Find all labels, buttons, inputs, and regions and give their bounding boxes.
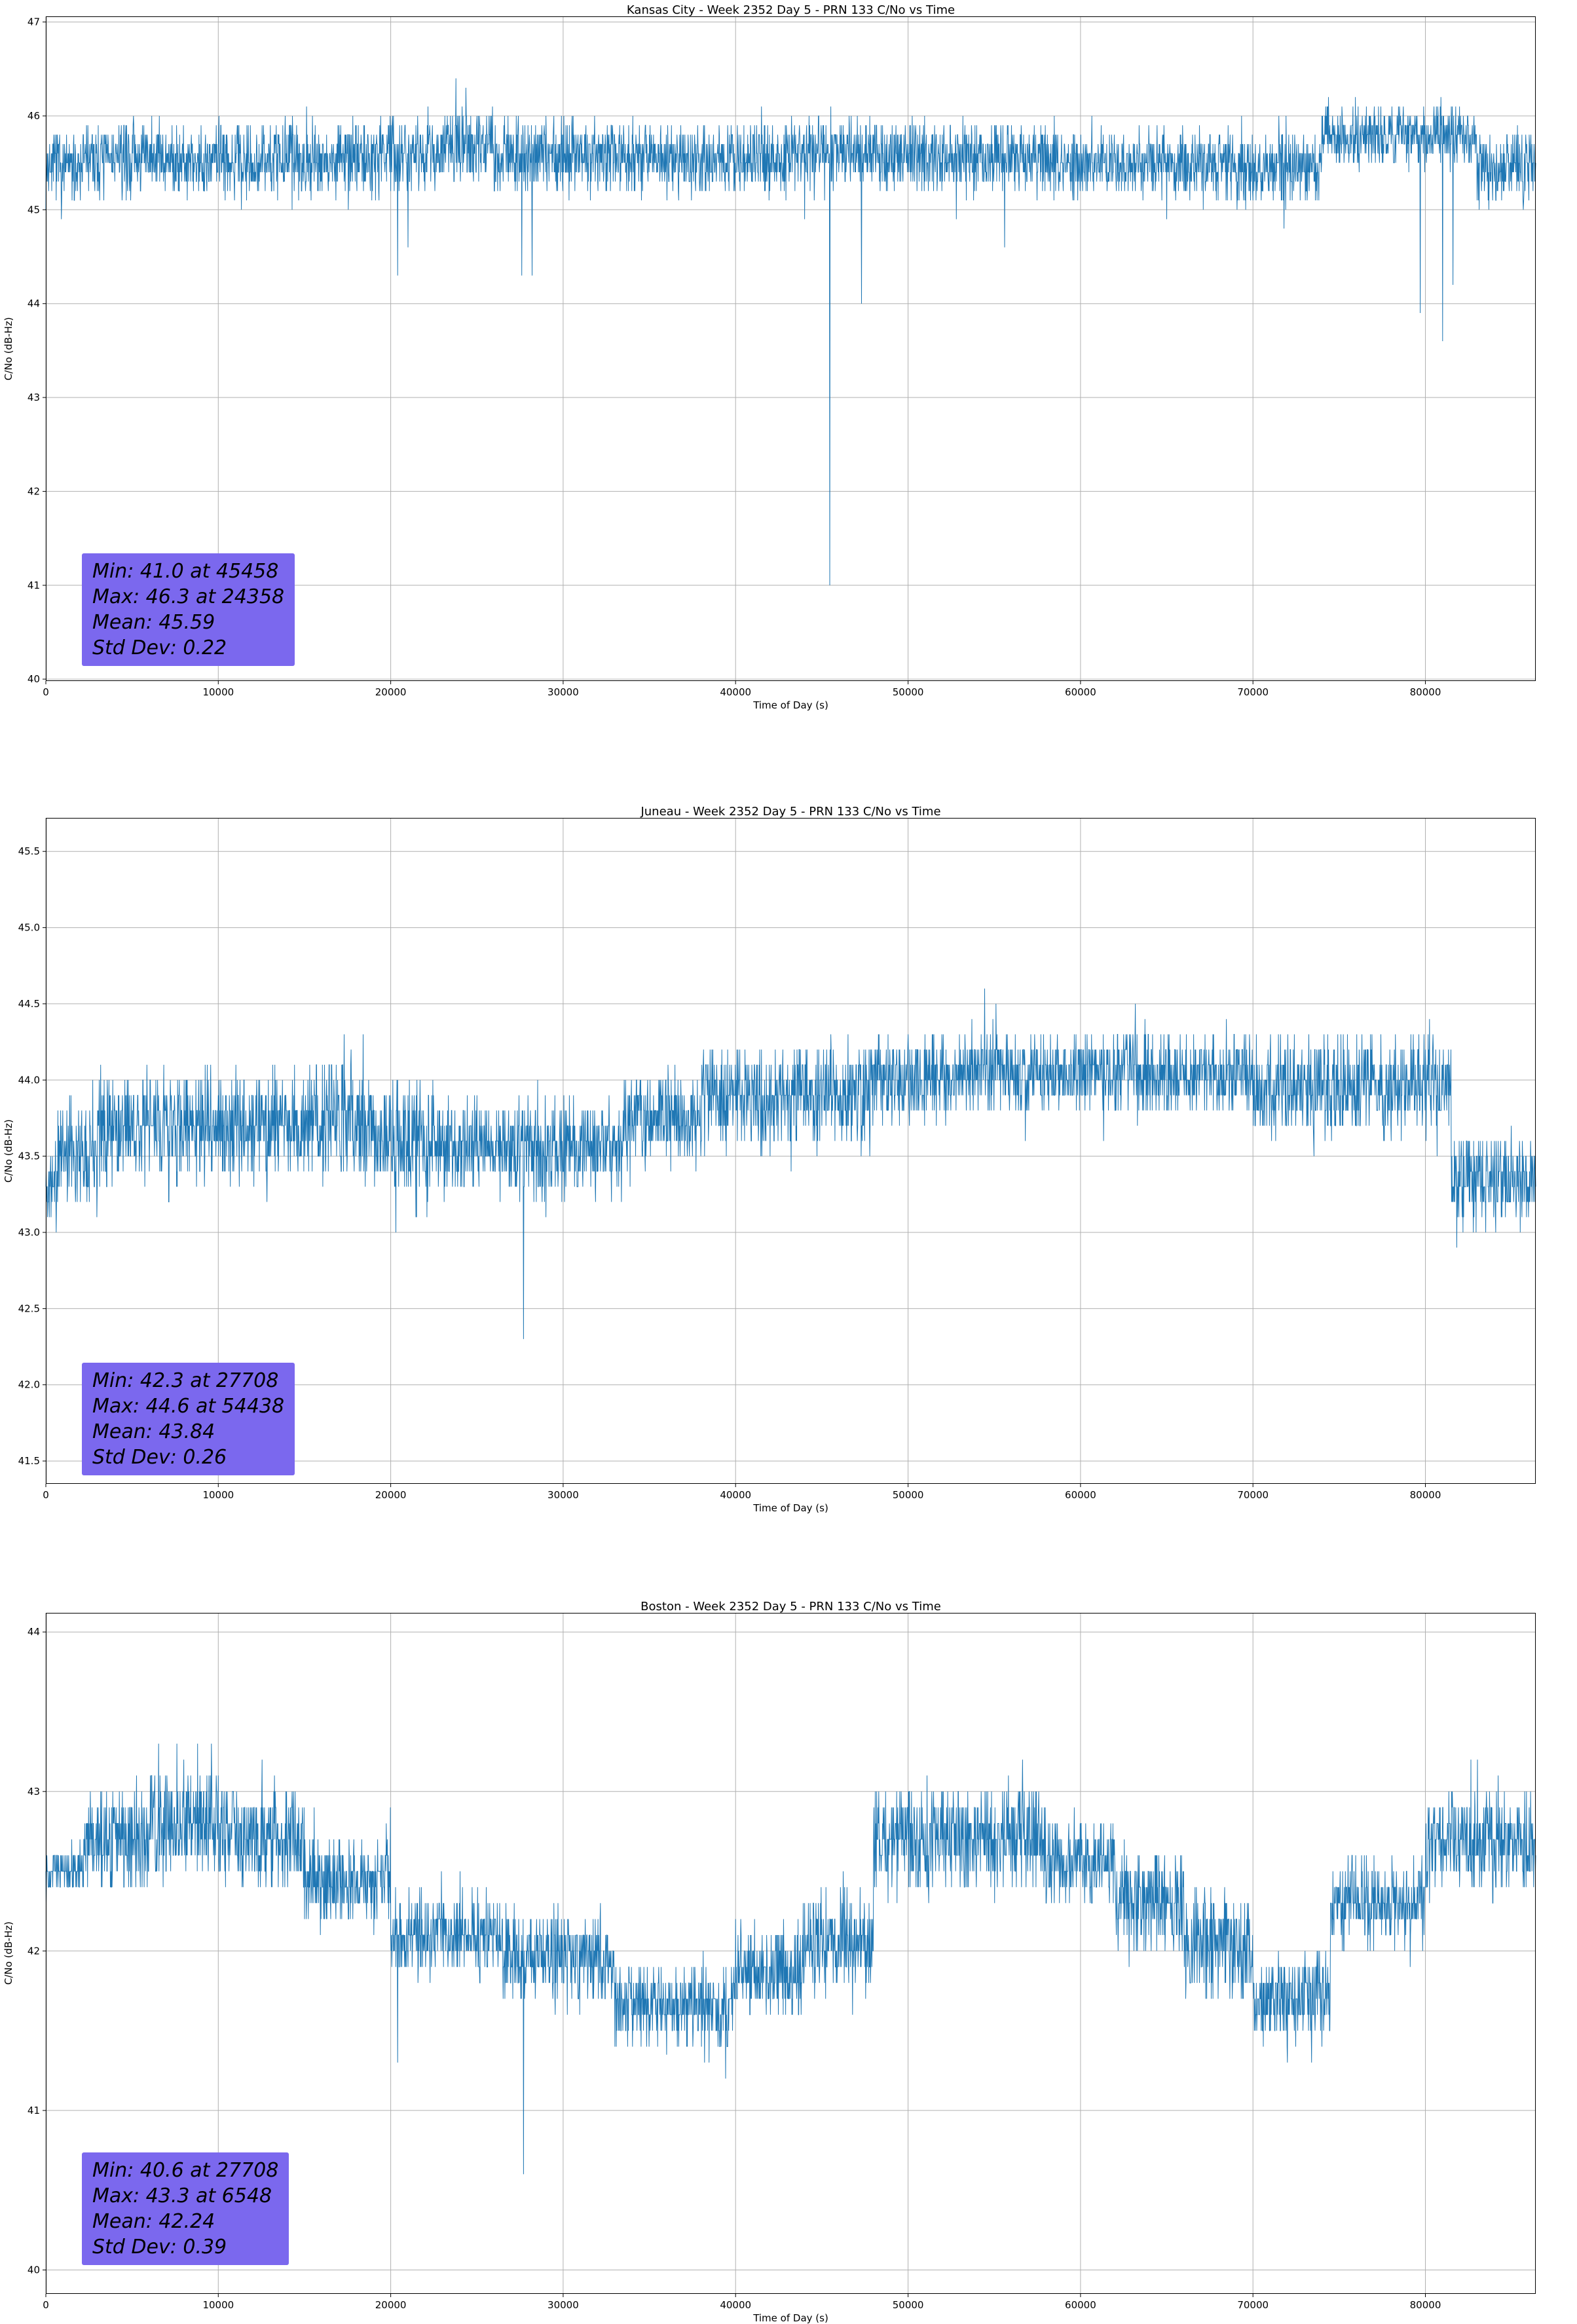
y-axis-label: C/No (dB-Hz) bbox=[3, 1119, 14, 1183]
y-axis-label: C/No (dB-Hz) bbox=[3, 1921, 14, 1985]
figure-juneau: Juneau - Week 2352 Day 5 - PRN 133 C/No … bbox=[0, 777, 1577, 1553]
y-tick-label: 43.0 bbox=[18, 1227, 40, 1238]
x-tick-label: 30000 bbox=[547, 2299, 579, 2311]
x-tick-label: 0 bbox=[43, 2299, 49, 2311]
x-tick-label: 70000 bbox=[1237, 1489, 1269, 1501]
y-tick-label: 41 bbox=[28, 2105, 40, 2116]
x-tick-label: 30000 bbox=[547, 1489, 579, 1501]
y-tick-label: 43.5 bbox=[18, 1151, 40, 1162]
figure-boston: Boston - Week 2352 Day 5 - PRN 133 C/No … bbox=[0, 1553, 1577, 2324]
signal-line bbox=[45, 78, 1536, 585]
x-tick-label: 20000 bbox=[375, 686, 407, 698]
y-tick-label: 40 bbox=[28, 673, 40, 685]
y-tick-label: 44 bbox=[28, 298, 40, 310]
stats-box: Min: 40.6 at 27708 Max: 43.3 at 6548 Mea… bbox=[82, 2152, 289, 2265]
y-axis-label: C/No (dB-Hz) bbox=[3, 317, 14, 380]
y-tick-label: 42.5 bbox=[18, 1302, 40, 1314]
chart-title: Boston - Week 2352 Day 5 - PRN 133 C/No … bbox=[640, 1600, 941, 1614]
stats-min: Min: 41.0 at 45458 bbox=[92, 560, 279, 583]
plot-area: 0 10000 20000 30000 40000 50000 60000 70000 8000… bbox=[28, 1613, 1536, 2311]
x-tick-label: 20000 bbox=[375, 2299, 407, 2311]
x-tick-label: 60000 bbox=[1065, 2299, 1096, 2311]
x-tick-label: 40000 bbox=[720, 1489, 751, 1501]
x-tick-label: 10000 bbox=[202, 2299, 234, 2311]
plot-canvas: 0 10000 20000 30000 40000 50000 60000 70000 8000… bbox=[28, 1613, 1536, 2311]
stats-mean: Mean: 42.24 bbox=[92, 2210, 215, 2233]
y-tick-label: 44.5 bbox=[18, 998, 40, 1010]
chart-title: Kansas City - Week 2352 Day 5 - PRN 133 … bbox=[626, 3, 955, 17]
x-tick-label: 60000 bbox=[1065, 1489, 1096, 1501]
y-tick-label: 47 bbox=[28, 16, 40, 28]
axis-ticks: 0 10000 20000 30000 40000 50000 60000 70000 8000… bbox=[28, 1626, 1441, 2311]
y-tick-label: 45.0 bbox=[18, 922, 40, 934]
plot-border bbox=[46, 818, 1536, 1484]
x-tick-label: 60000 bbox=[1065, 686, 1096, 698]
y-tick-label: 44 bbox=[28, 1626, 40, 1638]
x-tick-label: 80000 bbox=[1410, 2299, 1441, 2311]
y-tick-label: 40 bbox=[28, 2264, 40, 2276]
x-tick-label: 40000 bbox=[720, 2299, 751, 2311]
x-tick-label: 80000 bbox=[1410, 1489, 1441, 1501]
chart-title: Juneau - Week 2352 Day 5 - PRN 133 C/No … bbox=[640, 805, 941, 819]
x-tick-label: 50000 bbox=[893, 2299, 924, 2311]
x-tick-label: 10000 bbox=[202, 686, 234, 698]
stats-mean: Mean: 45.59 bbox=[92, 611, 215, 634]
stats-box: Min: 42.3 at 27708 Max: 44.6 at 54438 Me… bbox=[82, 1363, 295, 1475]
axis-ticks: 0 10000 20000 30000 40000 50000 60000 70000 8000… bbox=[18, 845, 1441, 1501]
y-tick-label: 42 bbox=[28, 485, 40, 497]
x-tick-label: 0 bbox=[43, 686, 49, 698]
stats-max: Max: 44.6 at 54438 bbox=[92, 1395, 285, 1418]
axis-ticks: 0 10000 20000 30000 40000 50000 60000 70000 8000… bbox=[28, 16, 1441, 698]
figure-kansas-city: Kansas City - Week 2352 Day 5 - PRN 133 … bbox=[0, 0, 1577, 777]
stats-mean: Mean: 43.84 bbox=[92, 1420, 215, 1443]
y-tick-label: 41.5 bbox=[18, 1455, 40, 1467]
stats-max: Max: 43.3 at 6548 bbox=[92, 2185, 272, 2207]
y-tick-label: 44.0 bbox=[18, 1074, 40, 1086]
x-tick-label: 0 bbox=[43, 1489, 49, 1501]
x-tick-label: 70000 bbox=[1237, 686, 1269, 698]
signal-line bbox=[45, 1743, 1536, 2175]
y-tick-label: 42.0 bbox=[18, 1379, 40, 1391]
y-tick-label: 45.5 bbox=[18, 845, 40, 857]
y-tick-label: 41 bbox=[28, 580, 40, 591]
stats-min: Min: 42.3 at 27708 bbox=[92, 1369, 279, 1392]
stats-min: Min: 40.6 at 27708 bbox=[92, 2159, 279, 2182]
x-tick-label: 10000 bbox=[202, 1489, 234, 1501]
stats-max: Max: 46.3 at 24358 bbox=[92, 585, 285, 608]
x-tick-label: 70000 bbox=[1237, 2299, 1269, 2311]
stats-std: Std Dev: 0.26 bbox=[92, 1446, 227, 1469]
plot-border bbox=[46, 1613, 1536, 2294]
y-tick-label: 43 bbox=[28, 1786, 40, 1798]
x-tick-label: 20000 bbox=[375, 1489, 407, 1501]
stats-std: Std Dev: 0.22 bbox=[92, 636, 227, 659]
y-tick-label: 43 bbox=[28, 392, 40, 403]
y-tick-label: 42 bbox=[28, 1945, 40, 1957]
x-axis-label: Time of Day (s) bbox=[753, 1502, 828, 1514]
y-tick-label: 46 bbox=[28, 110, 40, 122]
plot-border bbox=[46, 16, 1536, 681]
x-tick-label: 40000 bbox=[720, 686, 751, 698]
x-tick-label: 30000 bbox=[547, 686, 579, 698]
x-axis-label: Time of Day (s) bbox=[753, 2312, 828, 2324]
stats-std: Std Dev: 0.39 bbox=[92, 2236, 227, 2259]
x-tick-label: 50000 bbox=[893, 1489, 924, 1501]
y-tick-label: 45 bbox=[28, 204, 40, 215]
x-tick-label: 80000 bbox=[1410, 686, 1441, 698]
x-tick-label: 50000 bbox=[893, 686, 924, 698]
signal-line bbox=[45, 988, 1536, 1339]
x-axis-label: Time of Day (s) bbox=[753, 699, 828, 711]
stats-box: Min: 41.0 at 45458 Max: 46.3 at 24358 Me… bbox=[82, 553, 295, 666]
